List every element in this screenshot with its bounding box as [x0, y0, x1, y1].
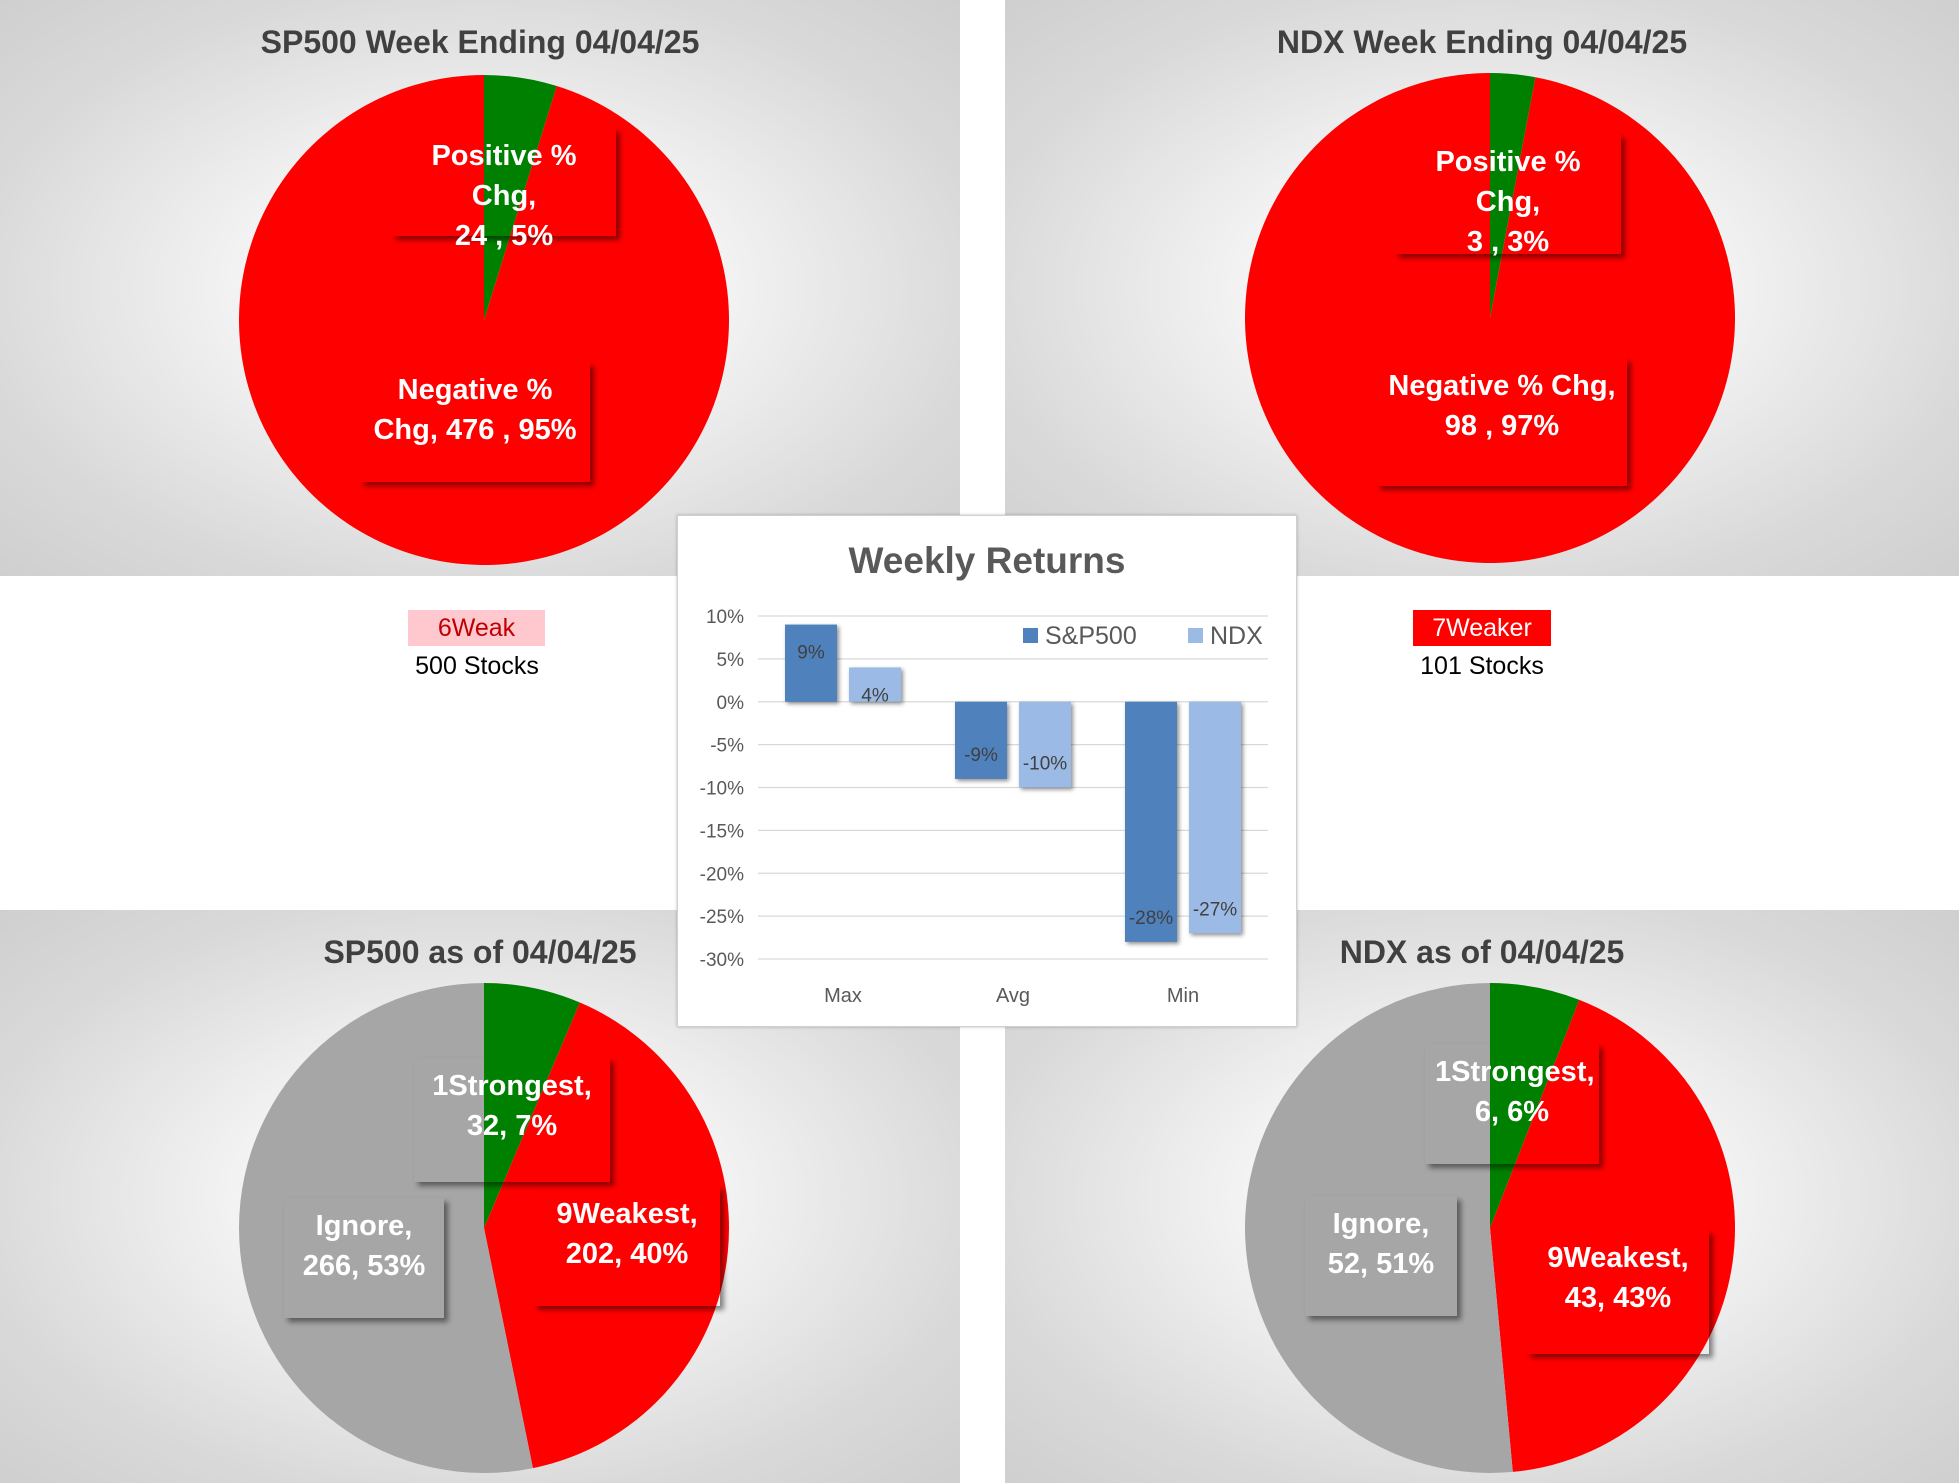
weekly-returns-title: Weekly Returns	[848, 540, 1126, 581]
ndx-asof-pie	[1244, 983, 1735, 1473]
pie-slice-1strongest	[1490, 983, 1580, 1228]
y-tick-label: -15%	[700, 821, 744, 842]
sp500-asof-pie-title: SP500 as of 04/04/25	[323, 934, 637, 970]
legend-label: S&P500	[1045, 622, 1137, 650]
y-tick-label: 5%	[717, 650, 745, 671]
bar-sp500-min	[1125, 701, 1177, 942]
y-tick-label: -5%	[710, 736, 744, 757]
bar-ndx-min	[1189, 701, 1241, 934]
data-label: -9%	[964, 745, 998, 766]
data-label: 4%	[861, 685, 889, 706]
y-tick-label: -10%	[700, 779, 744, 800]
slice-label-strongest: 1Strongest, 6, 6%	[1425, 1044, 1599, 1164]
slice-label-strongest: 1Strongest, 32, 7%	[414, 1058, 610, 1182]
y-tick-label: -30%	[700, 950, 744, 971]
data-label: -10%	[1023, 754, 1067, 775]
ndx-week-pie-panel: NDX Week Ending 04/04/25 Positive % Chg,…	[1005, 0, 1959, 576]
x-category-label: Min	[1167, 985, 1199, 1007]
ndx-asof-pie-panel: NDX as of 04/04/25 1Strongest, 6, 6% 9We…	[1005, 910, 1959, 1483]
data-label: 9%	[797, 643, 825, 664]
pie-slice-negative-chg	[1245, 73, 1735, 563]
y-tick-label: 10%	[706, 607, 744, 628]
sp500-week-pie-panel: SP500 Week Ending 04/04/25 Positive % Ch…	[0, 0, 960, 576]
legend-swatch	[1023, 628, 1038, 643]
legend-label: NDX	[1210, 622, 1263, 650]
bar-ndx-max	[849, 667, 901, 702]
pie-slice-ignore	[238, 983, 533, 1473]
legend-swatch	[1188, 628, 1203, 643]
pie-slice-9weakest	[484, 1002, 729, 1469]
weekly-returns-chart: Weekly Returns 10% 5% 0% -5% -10% -15% -20% -25…	[677, 515, 1297, 1027]
data-label: -28%	[1129, 908, 1173, 929]
ndx-week-pie	[1245, 73, 1735, 563]
pie-slice-positive-chg	[1490, 73, 1536, 318]
ndx-stock-count: 101 Stocks	[1420, 652, 1544, 680]
x-category-label: Avg	[996, 985, 1030, 1007]
slice-label-weakest: 9Weakest, 43, 43%	[1527, 1230, 1709, 1354]
sp500-stock-count: 500 Stocks	[415, 652, 539, 680]
sp500-asof-pie-panel: SP500 as of 04/04/25 1Strongest, 32, 7% …	[0, 910, 960, 1483]
pie-slice-positive-chg	[484, 75, 557, 320]
sp500-week-pie	[239, 75, 729, 565]
ndx-asof-pie-title: NDX as of 04/04/25	[1339, 934, 1625, 970]
slice-label-negative: Negative % Chg, 98 , 97%	[1377, 358, 1627, 486]
slice-label-ignore: Ignore, 52, 51%	[1305, 1196, 1457, 1316]
slice-label-positive: Positive % Chg, 24 , 5%	[392, 128, 616, 252]
ndx-week-pie-title: NDX Week Ending 04/04/25	[1276, 24, 1688, 60]
slice-label-negative: Negative % Chg, 476 , 95%	[360, 362, 590, 482]
pie-slice-negative-chg	[239, 75, 729, 565]
sp500-week-pie-title: SP500 Week Ending 04/04/25	[260, 24, 700, 60]
bar-sp500-max	[785, 624, 837, 702]
y-tick-label: -20%	[700, 864, 744, 885]
pie-slice-9weakest	[1490, 999, 1735, 1472]
pie-slice-1strongest	[484, 983, 580, 1228]
y-tick-label: -25%	[700, 907, 744, 928]
bar-ndx-avg	[1019, 701, 1071, 788]
slice-label-ignore: Ignore, 266, 53%	[284, 1198, 444, 1318]
slice-label-weakest: 9Weakest, 202, 40%	[534, 1186, 720, 1306]
bar-sp500-avg	[955, 701, 1007, 779]
sp500-asof-pie	[238, 983, 729, 1473]
data-label: -27%	[1193, 899, 1237, 920]
x-category-label: Max	[824, 985, 862, 1007]
sp500-category-badge: 6Weak	[408, 610, 545, 646]
ndx-category-badge: 7Weaker	[1413, 610, 1551, 646]
slice-label-positive: Positive % Chg, 3 , 3%	[1395, 134, 1621, 258]
weekly-returns-plot: 10% 5% 0% -5% -10% -15% -20% -25% -30% 9% 4% Max -9%…	[700, 607, 1268, 1007]
pie-slice-ignore	[1244, 983, 1513, 1473]
y-tick-label: 0%	[717, 693, 745, 714]
